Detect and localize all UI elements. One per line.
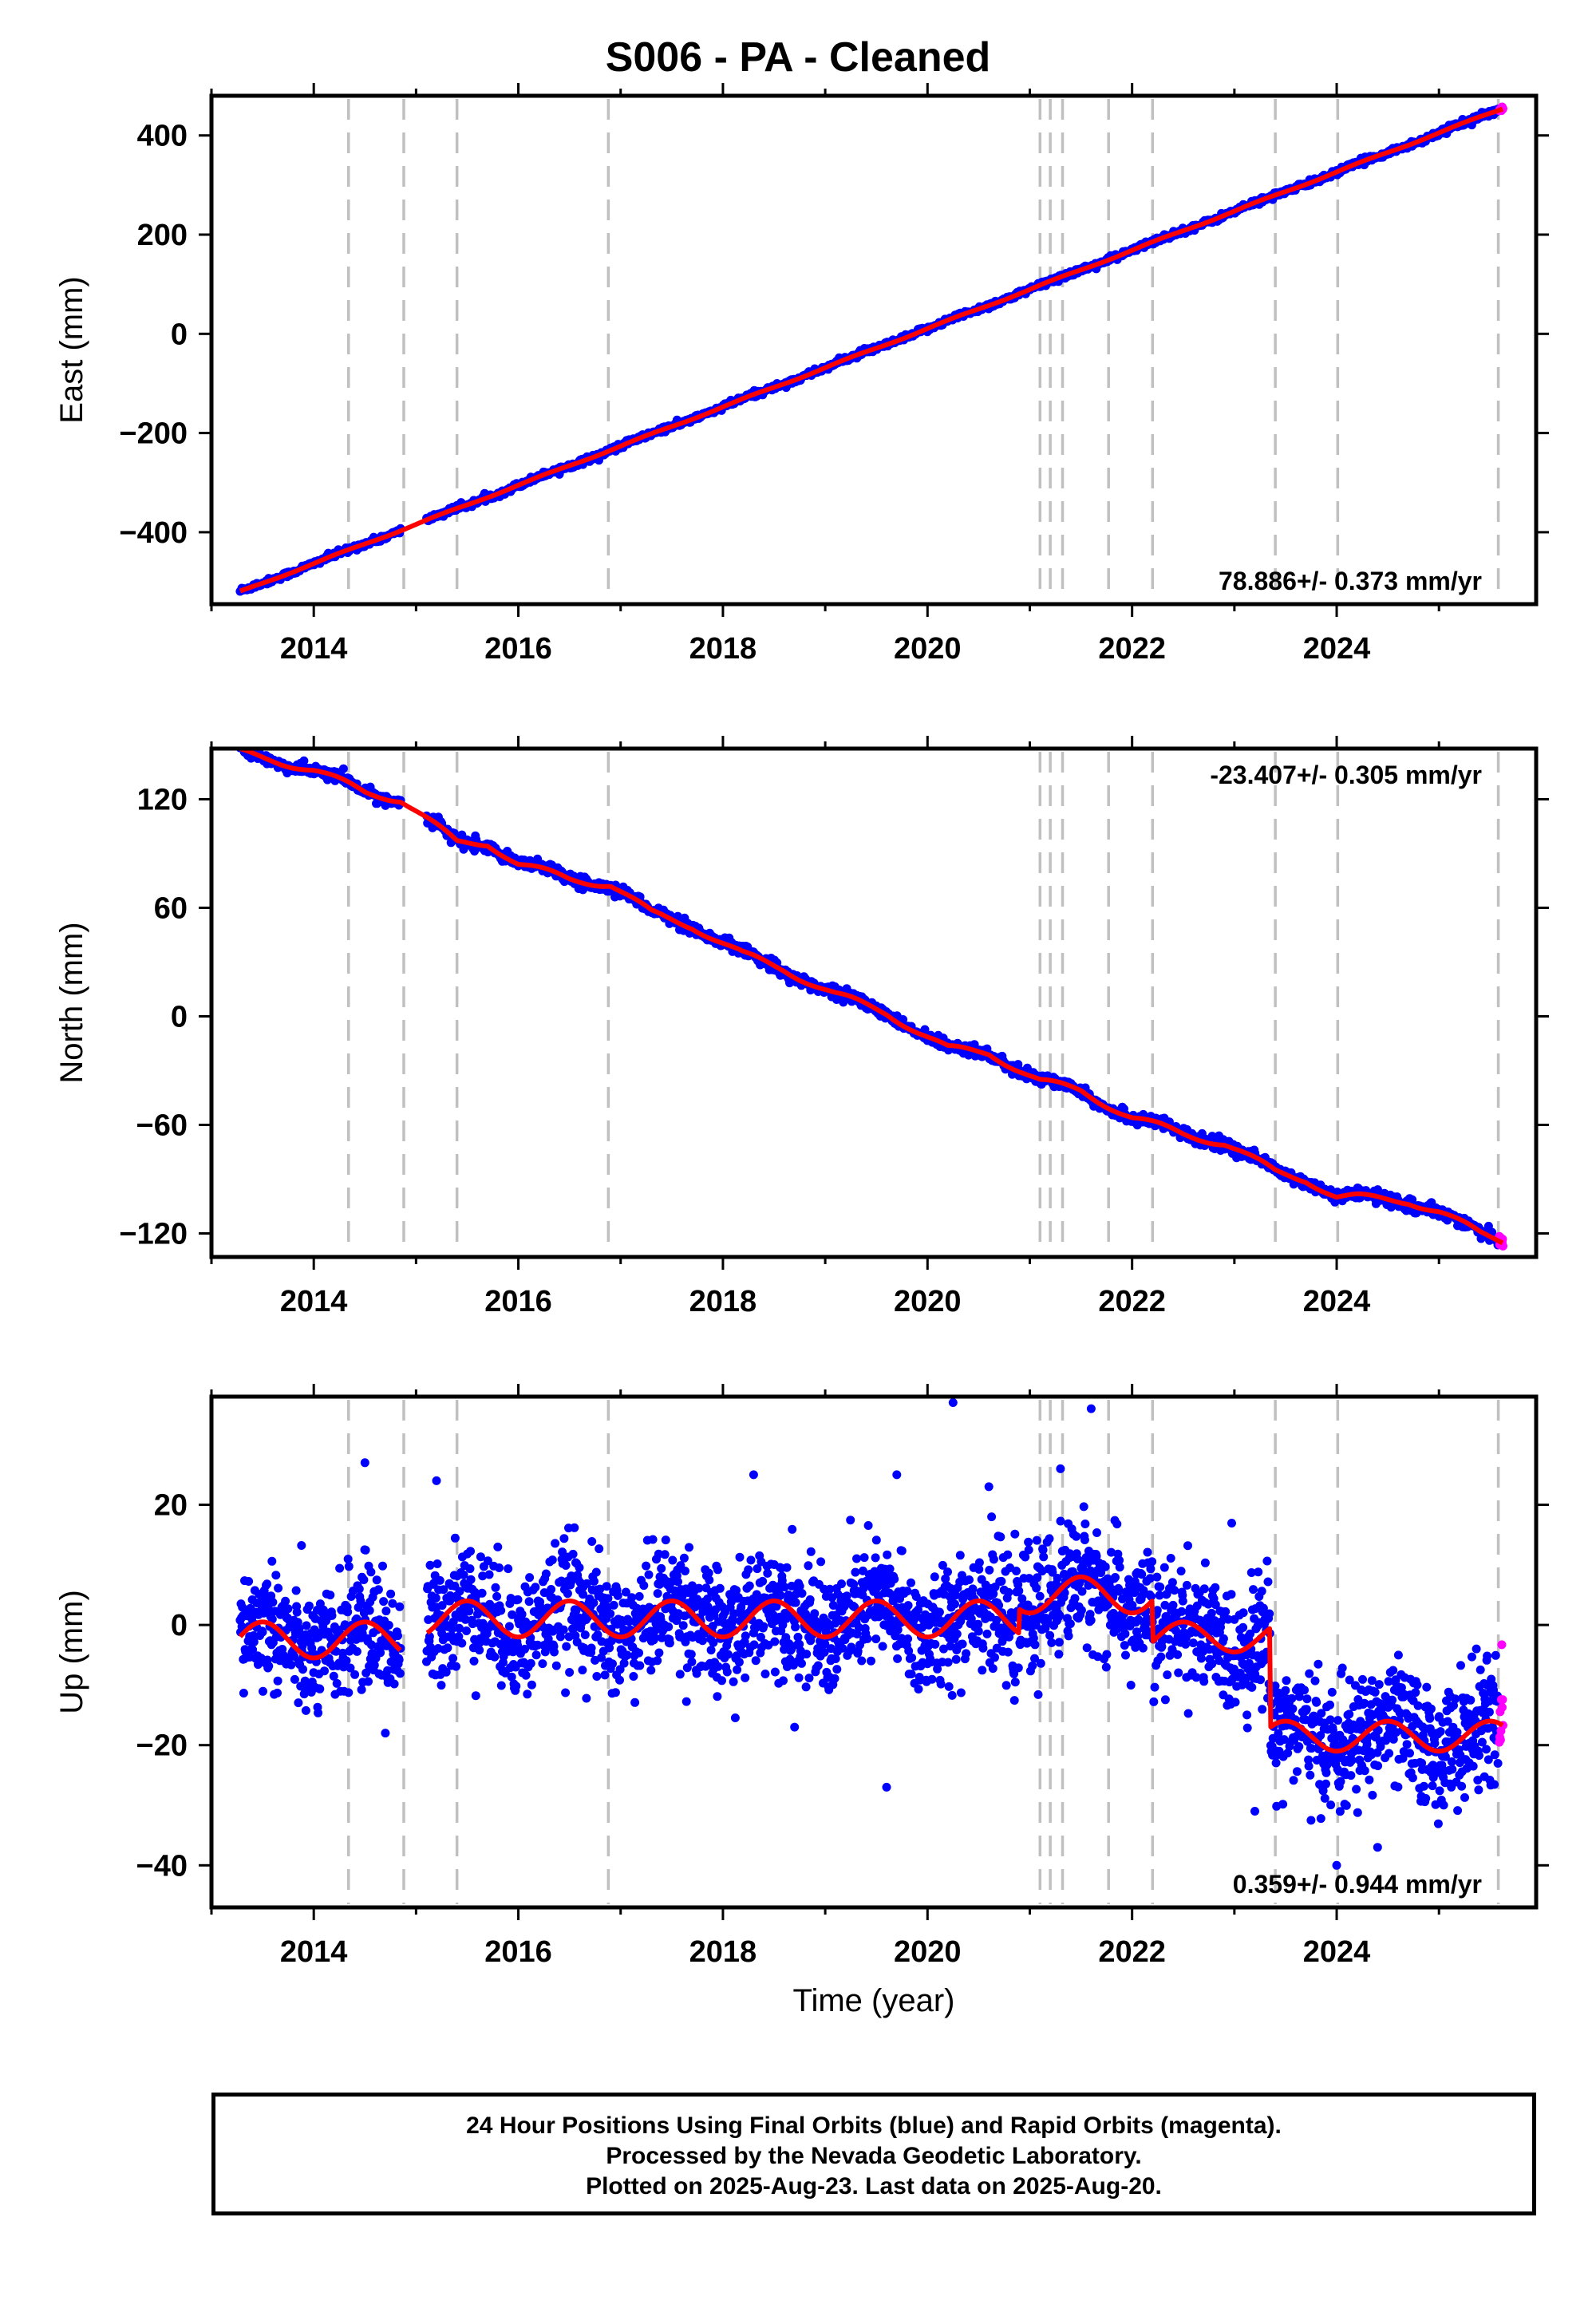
panel-frame — [209, 1394, 1539, 1910]
panel-up: 2014 2016 2018 2020 2022 2024 −40 −20 0 20 Up (mm)… — [54, 1384, 1549, 1969]
footer-line-1: 24 Hour Positions Using Final Orbits (bl… — [466, 2112, 1282, 2139]
x-tick-label: 2014 — [280, 1285, 348, 1318]
final-orbit-dots — [235, 1398, 1503, 1870]
rate-label: -23.407+/- 0.305 mm/yr — [1210, 761, 1482, 789]
y-tick-label: −120 — [119, 1218, 188, 1251]
y-axis-label: Up (mm) — [54, 1590, 89, 1714]
model-curve — [238, 1574, 1504, 1754]
y-tick-label: 20 — [154, 1489, 188, 1523]
x-tick-label: 2018 — [689, 1285, 757, 1318]
y-tick-label: −60 — [136, 1109, 188, 1143]
panel-frame — [209, 93, 1539, 607]
x-tick-label: 2020 — [894, 1935, 962, 1969]
rapid-point — [1497, 1702, 1507, 1712]
final-orbit-points — [235, 749, 1503, 1250]
x-tick-label: 2020 — [894, 632, 962, 666]
x-tick-label: 2022 — [1098, 1285, 1166, 1318]
x-tick-label: 2018 — [689, 1935, 757, 1969]
x-tick-label: 2024 — [1303, 1935, 1371, 1969]
x-tick-label: 2022 — [1098, 632, 1166, 666]
x-tick-label: 2016 — [484, 1285, 552, 1318]
rate-label: 0.359+/- 0.944 mm/yr — [1233, 1870, 1482, 1899]
rapid-point — [1497, 1640, 1507, 1650]
y-tick-label: −200 — [119, 417, 188, 451]
y-tick-label: 0 — [171, 1001, 188, 1034]
y-axis-label: East (mm) — [54, 276, 89, 423]
footer-line-2: Processed by the Nevada Geodetic Laborat… — [606, 2143, 1142, 2169]
x-tick-label: 2020 — [894, 1285, 962, 1318]
x-tick-label: 2018 — [689, 632, 757, 666]
y-tick-label: 120 — [137, 783, 188, 816]
y-axis-label: North (mm) — [54, 922, 89, 1083]
chart-title: S006 - PA - Cleaned — [605, 34, 991, 81]
footer-line-3: Plotted on 2025-Aug-23. Last data on 202… — [586, 2173, 1162, 2199]
rapid-point — [1495, 1735, 1505, 1745]
footer-box: 24 Hour Positions Using Final Orbits (bl… — [211, 2093, 1536, 2215]
y-tick-label: 60 — [154, 891, 188, 925]
y-tick-label: 0 — [171, 318, 188, 351]
panel-north: 2014 2016 2018 2020 2022 2024 −120 −60 0 60 120 Nor… — [54, 736, 1549, 1318]
final-orbit-dots — [235, 749, 1503, 1250]
panel-frame — [209, 746, 1539, 1259]
x-tick-label: 2016 — [484, 1935, 552, 1969]
y-tick-label: −400 — [119, 516, 188, 550]
y-tick-label: 400 — [137, 120, 188, 153]
x-axis-label: Time (year) — [793, 1983, 955, 2018]
y-tick-label: 0 — [171, 1609, 188, 1642]
final-orbit-points — [235, 1398, 1503, 1870]
x-tick-label: 2016 — [484, 632, 552, 666]
x-tick-label: 2022 — [1098, 1935, 1166, 1969]
x-tick-label: 2014 — [280, 1935, 348, 1969]
rate-label: 78.886+/- 0.373 mm/yr — [1219, 567, 1482, 595]
y-tick-label: 200 — [137, 219, 188, 252]
rapid-point — [1498, 1695, 1507, 1705]
y-tick-label: −20 — [136, 1729, 188, 1763]
model-curve — [239, 106, 1504, 594]
y-tick-label: −40 — [136, 1849, 188, 1883]
model-curve — [239, 749, 1504, 1246]
x-tick-label: 2014 — [280, 632, 348, 666]
x-tick-label: 2024 — [1303, 1285, 1371, 1318]
x-tick-label: 2024 — [1303, 632, 1371, 666]
panel-east: 2014 2016 2018 2020 2022 2024 −400 −200 0 200 400 E… — [54, 83, 1549, 666]
